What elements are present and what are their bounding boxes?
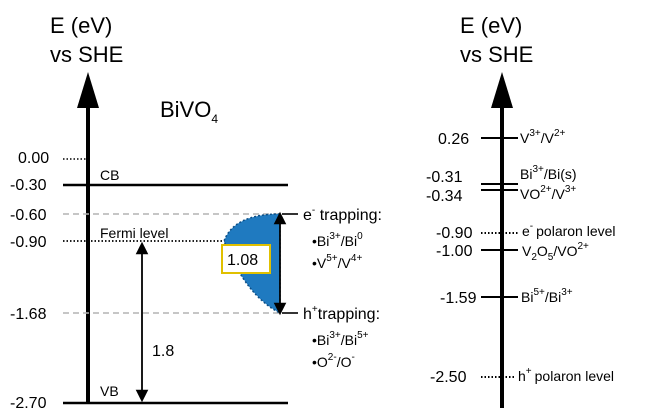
e-trapping-title: e- trapping: [303,205,382,224]
level-value-0.00: 0.00 [18,150,49,167]
right-level-0.26: 0.26 [438,131,469,148]
right-axis-title-line1: E (eV) [460,13,522,38]
right-axis-title-line2: vs SHE [460,42,533,67]
h-trap-item-o: •O2-/O- [312,352,355,370]
right-panel: E (eV) vs SHE 0.26 V3+/V2+ -0.31 -0.34 B… [426,13,616,408]
gap-label-box [221,244,271,274]
e-trap-item-bi: •Bi3+/Bi0 [312,231,363,249]
right-level-minus-2.50: -2.50 [430,369,467,386]
level-value-minus-0.90: -0.90 [10,234,47,251]
right-level-minus-0.90: -0.90 [436,225,473,242]
couple-v2o5-vo2: V2O5/VO2+ [522,241,589,263]
left-axis-title-line2: vs SHE [50,42,123,67]
right-level-minus-0.34: -0.34 [426,188,463,205]
h-trap-item-bi: •Bi3+/Bi5+ [312,330,369,348]
right-axis-arrowhead [491,72,513,108]
left-axis-arrowhead [77,72,99,108]
left-panel: E (eV) vs SHE BiVO4 0.00 -0.30 -0.60 -0.… [10,13,382,410]
vb-label: VB [100,383,119,399]
level-value-minus-1.68: -1.68 [10,306,47,323]
level-value-minus-0.60: -0.60 [10,207,47,224]
right-level-minus-1.59: -1.59 [440,290,477,307]
level-value-minus-0.30: -0.30 [10,177,47,194]
e-polaron-label: e-polaron level [522,221,616,239]
couple-bi5-bi3: Bi5+/Bi3+ [521,287,573,305]
fermi-to-vb-label: 1.8 [152,343,174,360]
couple-bi3-bis: Bi3+/Bi(s) [520,164,577,182]
left-axis-title-line1: E (eV) [50,13,112,38]
h-polaron-label: h+ polaron level [518,366,614,384]
couple-vo2-v3: VO2+/V3+ [520,184,576,202]
right-level-minus-1.00: -1.00 [436,243,473,260]
cb-label: CB [100,167,119,183]
level-value-minus-2.70: -2.70 [10,395,47,410]
h-trapping-title: h+trapping: [303,304,380,323]
e-trap-item-v: •V5+/V4+ [312,253,362,271]
couple-v3-v2: V3+/V2+ [520,128,566,146]
fermi-level-label: Fermi level [100,225,168,241]
gap-label: 1.08 [227,252,258,269]
material-label: BiVO4 [160,97,218,126]
right-level-minus-0.31: -0.31 [426,169,463,186]
